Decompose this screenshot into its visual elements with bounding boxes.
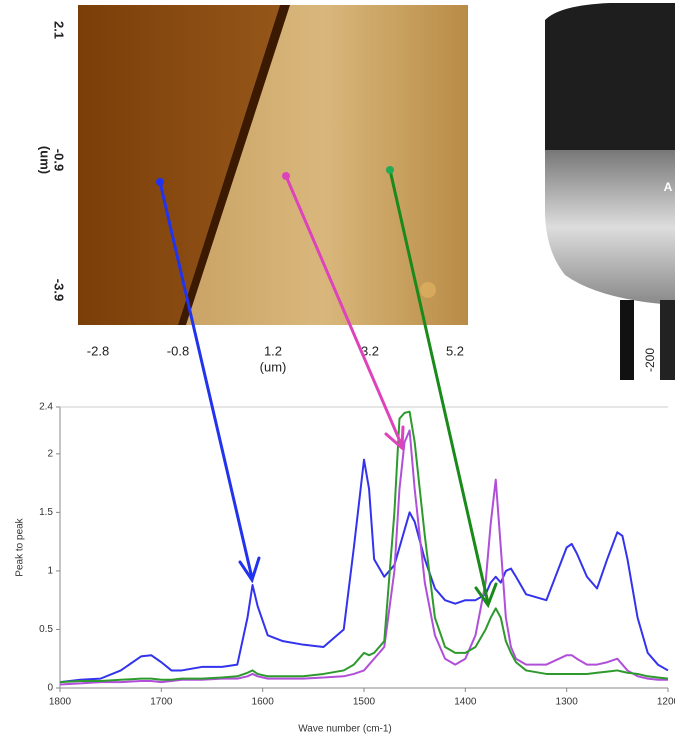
afm-x-tick: -0.8 [167,343,189,358]
x-tick-label: 1200 [657,697,675,708]
afm-x-tick: 3.2 [361,343,379,358]
arrow-dot [386,166,394,174]
arrow-head [238,556,261,584]
y-tick-label: 1.5 [39,507,53,518]
afm-y-tick: -3.9 [52,279,67,301]
series-line [59,458,669,684]
arrow-dot [282,172,290,180]
x-tick-label: 1600 [252,697,275,708]
afm-y-tick: 2.1 [52,21,67,39]
y-tick-label: 1 [47,566,53,577]
series-line [59,410,669,684]
arrow [158,180,254,580]
arrow [388,168,490,605]
series-line [59,429,668,686]
arrow-head [384,425,405,452]
afm-x-label: (um) [260,359,287,374]
device-brand: A [664,180,673,194]
x-tick-label: 1800 [49,697,72,708]
device-stand [660,300,675,380]
arrow [284,174,404,448]
afm-x-tick: 5.2 [446,343,464,358]
y-tick-label: 2.4 [39,402,53,413]
x-tick-label: 1700 [150,697,173,708]
afm-spot [420,282,436,298]
y-tick-label: 2 [47,448,53,459]
y-tick-label: 0.5 [39,624,53,635]
x-axis-label: Wave number (cm-1) [298,724,392,735]
x-tick-label: 1500 [353,697,376,708]
afm-x-tick: -2.8 [87,343,109,358]
afm-y-label: (um) [38,146,53,174]
x-tick-label: 1400 [454,697,477,708]
x-tick-label: 1300 [556,697,579,708]
device-body [545,3,675,150]
y-tick-label: 0 [47,683,53,694]
y-axis-label: Peak to peak [15,517,26,576]
afm-edge [178,5,290,325]
afm-light-region [178,5,468,325]
arrow-dot [156,178,164,186]
afm-y-tick: -0.9 [52,149,67,171]
afm-x-tick: 1.2 [264,343,282,358]
photo-label: -200 [643,348,657,372]
device-stand [620,300,634,380]
arrows [156,166,498,609]
arrow-head [474,582,498,609]
device-ring [545,150,675,305]
